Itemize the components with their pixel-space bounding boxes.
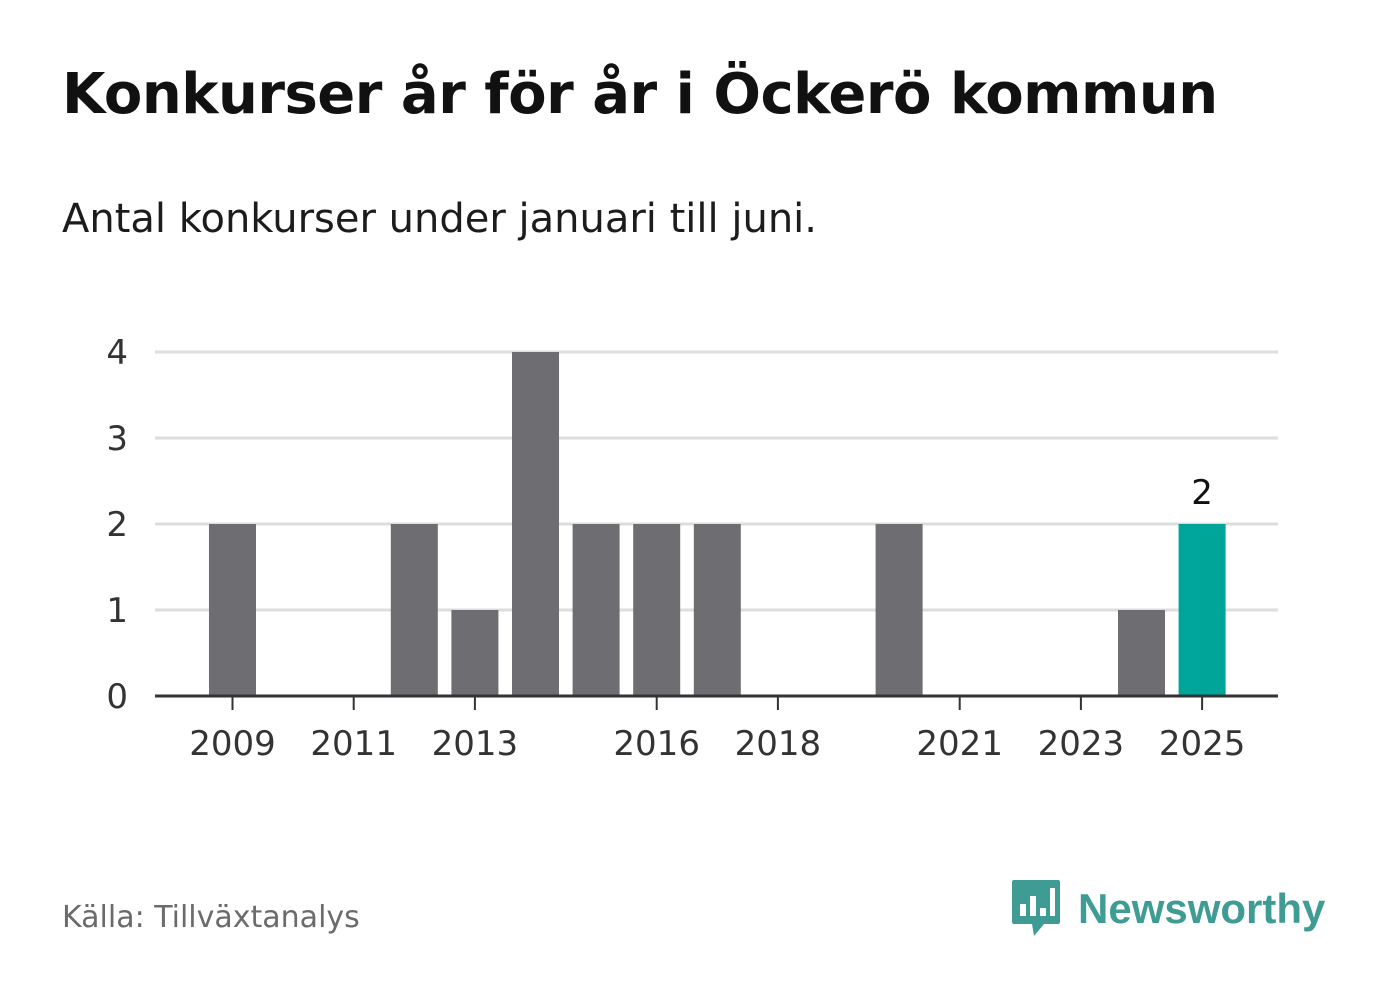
x-tick-label: 2013 bbox=[432, 724, 519, 764]
x-tick-label: 2023 bbox=[1038, 724, 1125, 764]
bar-2024 bbox=[1118, 610, 1165, 696]
x-tick-label: 2018 bbox=[735, 724, 822, 764]
y-tick-label: 1 bbox=[106, 591, 128, 631]
x-tick-label: 2016 bbox=[613, 724, 700, 764]
bars bbox=[209, 352, 1226, 696]
x-axis bbox=[155, 694, 1278, 710]
bar-2020 bbox=[875, 524, 923, 696]
data-label: 2 bbox=[1191, 473, 1213, 513]
chart-title: Konkurser år för år i Öckerö kommun bbox=[62, 62, 1218, 127]
y-tick-label: 3 bbox=[106, 419, 128, 459]
y-tick-label: 0 bbox=[106, 677, 128, 717]
newsworthy-logo-icon bbox=[1012, 880, 1060, 936]
bar-2009 bbox=[209, 524, 256, 696]
bar-2013 bbox=[451, 610, 499, 696]
x-tick-label: 2021 bbox=[916, 724, 1003, 764]
bar-2015 bbox=[572, 524, 620, 696]
labels: 0 1 2 3 4 2009 2011 2013 2016 2018 2021 2023 2025 2 bbox=[106, 333, 1245, 764]
bar-2025 bbox=[1178, 524, 1226, 696]
bar-2016 bbox=[633, 524, 681, 696]
chart-subtitle: Antal konkurser under januari till juni. bbox=[62, 196, 817, 242]
x-tick-label: 2009 bbox=[189, 724, 276, 764]
bar-2017 bbox=[693, 524, 741, 696]
bar-2014 bbox=[512, 352, 559, 696]
brand-logo: Newsworthy bbox=[1010, 878, 1325, 940]
brand-name: Newsworthy bbox=[1078, 885, 1326, 932]
x-tick-label: 2011 bbox=[310, 724, 397, 764]
y-tick-label: 4 bbox=[106, 333, 128, 373]
source-note: Källa: Tillväxtanalys bbox=[62, 900, 360, 935]
y-tick-label: 2 bbox=[106, 505, 128, 545]
bar-2012 bbox=[390, 524, 438, 696]
x-tick-label: 2025 bbox=[1159, 724, 1246, 764]
